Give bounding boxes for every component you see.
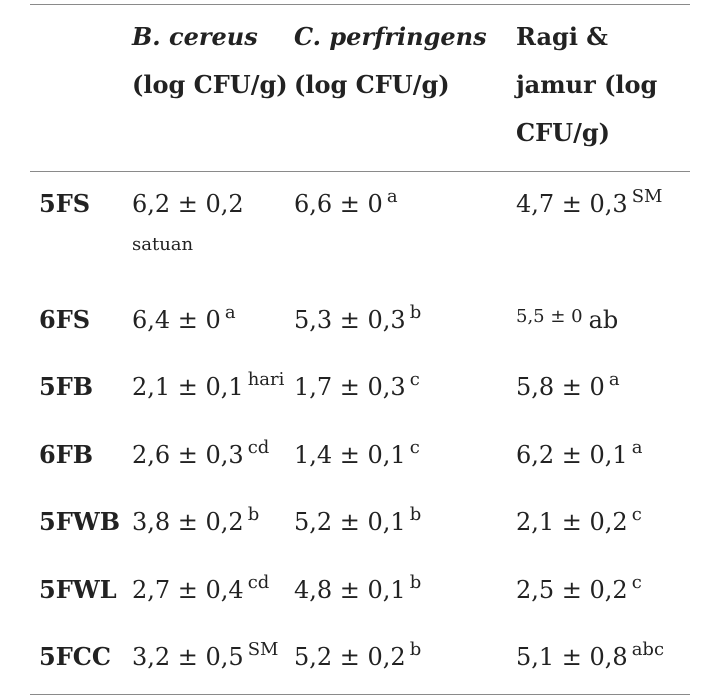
cell-5fs-b-cereus: 6,2 ± 0,2 (132, 189, 244, 219)
cell-value: 5,2 ± 0,2 (294, 643, 406, 671)
header-ragi-line1: Ragi & (516, 22, 608, 51)
cell-superscript: c (631, 572, 642, 593)
row-label-5fb: 5FB (39, 372, 94, 401)
cell-superscript: b (409, 639, 422, 660)
cell-value-small: 5,5 ± 0 (516, 306, 583, 327)
row-label-5fs: 5FS (39, 189, 91, 218)
cell-superscript: a (631, 437, 643, 458)
cell-superscript: cd (247, 437, 270, 458)
cell-6fs-ragi: 5,5 ± 0 ab (516, 305, 618, 338)
cell-5fwl-b-cereus: 2,7 ± 0,4 cd (132, 572, 270, 608)
cell-superscript: hari (247, 369, 285, 390)
cell-5fwb-c-perfringens: 5,2 ± 0,1 b (294, 504, 422, 540)
header-ragi-jamur: Ragi & jamur (log CFU/g) (516, 13, 657, 157)
cell-5fcc-b-cereus: 3,2 ± 0,5 SM (132, 639, 279, 675)
cell-value: 2,1 ± 0,1 (132, 373, 244, 401)
cell-5fs-ragi: 4,7 ± 0,3 SM (516, 186, 663, 222)
cell-5fwb-ragi: 2,1 ± 0,2 c (516, 504, 642, 540)
cell-5fwb-b-cereus: 3,8 ± 0,2 b (132, 504, 260, 540)
cell-value: 2,7 ± 0,4 (132, 576, 244, 604)
cell-5fb-b-cereus: 2,1 ± 0,1 hari (132, 369, 285, 405)
cell-value: 6,6 ± 0 (294, 190, 383, 218)
cell-superscript: a (608, 369, 620, 390)
cell-value: 4,8 ± 0,1 (294, 576, 406, 604)
cell-superscript: a (386, 186, 398, 207)
header-b-cereus: B. cereus (log CFU/g) (132, 13, 288, 109)
header-c-perfringens-name: C. perfringens (294, 22, 487, 51)
row-label-5fwl: 5FWL (39, 575, 117, 604)
cell-superscript: c (409, 437, 420, 458)
cell-superscript: SM (631, 186, 663, 207)
cell-value: 2,5 ± 0,2 (516, 576, 628, 604)
cell-value: 5,2 ± 0,1 (294, 508, 406, 536)
cell-superscript: SM (247, 639, 279, 660)
header-b-cereus-name: B. cereus (132, 22, 258, 51)
cell-value: 1,4 ± 0,1 (294, 441, 406, 469)
header-rule (30, 171, 690, 172)
cell-value: 4,7 ± 0,3 (516, 190, 628, 218)
cell-value: 5,3 ± 0,3 (294, 306, 406, 334)
cell-5fwl-ragi: 2,5 ± 0,2 c (516, 572, 642, 608)
table-bottom-rule (30, 694, 690, 695)
cell-value: 5,1 ± 0,8 (516, 643, 628, 671)
cell-6fb-ragi: 6,2 ± 0,1 a (516, 437, 643, 473)
cell-superscript: b (409, 572, 422, 593)
cell-superscript: b (247, 504, 260, 525)
cell-value: 3,2 ± 0,5 (132, 643, 244, 671)
cell-5fs-note: satuan (132, 234, 194, 255)
header-b-cereus-unit: (log CFU/g) (132, 70, 288, 99)
row-label-6fs: 6FS (39, 305, 91, 334)
cell-superscript: abc (631, 639, 665, 660)
header-ragi-line2: jamur (log (516, 70, 658, 99)
cell-value: 2,6 ± 0,3 (132, 441, 244, 469)
cell-5fcc-c-perfringens: 5,2 ± 0,2 b (294, 639, 422, 675)
cell-suffix: ab (588, 306, 619, 334)
cell-value: 1,7 ± 0,3 (294, 373, 406, 401)
cell-value: 6,2 ± 0,2 (132, 190, 244, 218)
cell-superscript: cd (247, 572, 270, 593)
header-ragi-line3: CFU/g) (516, 118, 610, 147)
cell-value: 6,2 ± 0,1 (516, 441, 628, 469)
cell-value: 6,4 ± 0 (132, 306, 221, 334)
cell-5fwl-c-perfringens: 4,8 ± 0,1 b (294, 572, 422, 608)
cell-value: 2,1 ± 0,2 (516, 508, 628, 536)
cell-6fb-c-perfringens: 1,4 ± 0,1 c (294, 437, 420, 473)
cell-superscript: c (409, 369, 420, 390)
row-label-5fcc: 5FCC (39, 642, 111, 671)
header-c-perfringens-unit: (log CFU/g) (294, 70, 450, 99)
cell-6fb-b-cereus: 2,6 ± 0,3 cd (132, 437, 270, 473)
cell-superscript: c (631, 504, 642, 525)
row-label-6fb: 6FB (39, 440, 94, 469)
cell-superscript: b (409, 302, 422, 323)
cell-value: 3,8 ± 0,2 (132, 508, 244, 536)
row-label-5fwb: 5FWB (39, 507, 120, 536)
cell-superscript: b (409, 504, 422, 525)
cell-5fcc-ragi: 5,1 ± 0,8 abc (516, 639, 665, 675)
cell-5fb-c-perfringens: 1,7 ± 0,3 c (294, 369, 420, 405)
cell-6fs-c-perfringens: 5,3 ± 0,3 b (294, 302, 422, 338)
cell-superscript: a (224, 302, 236, 323)
cell-value: 5,8 ± 0 (516, 373, 605, 401)
table-top-rule (30, 4, 690, 5)
header-c-perfringens: C. perfringens (log CFU/g) (294, 13, 487, 109)
